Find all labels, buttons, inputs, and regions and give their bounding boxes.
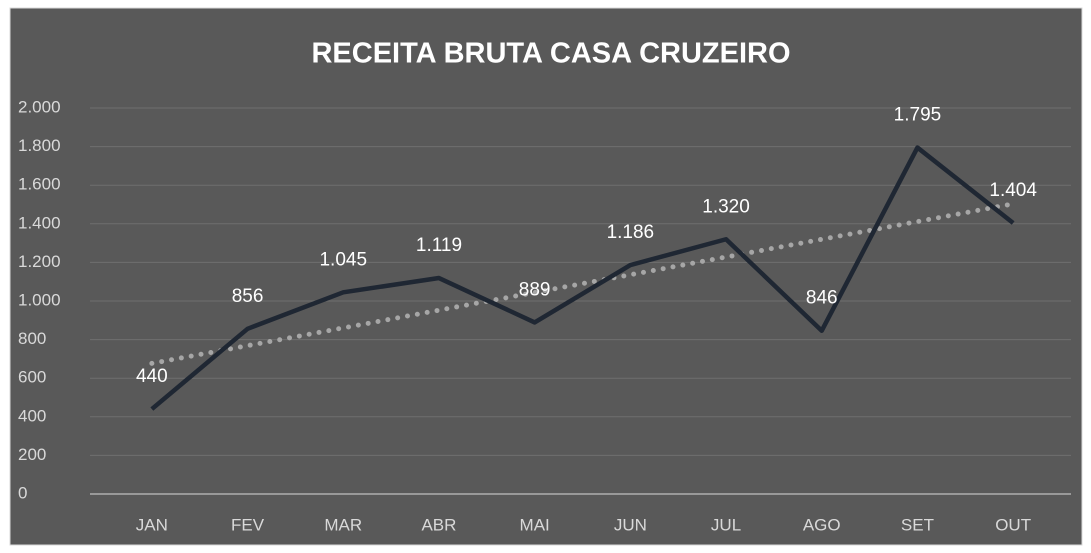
x-tick-label: JAN	[136, 515, 168, 534]
data-label: 1.119	[416, 235, 462, 256]
x-tick-label: JUL	[711, 515, 741, 534]
data-label: 1.186	[607, 222, 655, 243]
trend-line	[149, 201, 1016, 366]
data-line	[150, 145, 1015, 411]
x-tick-label: ABR	[421, 515, 456, 534]
y-tick-label: 1.000	[18, 290, 61, 309]
data-label: 856	[232, 286, 264, 307]
chart-title: RECEITA BRUTA CASA CRUZEIRO	[311, 38, 790, 70]
y-tick-label: 1.200	[18, 252, 61, 271]
x-tick-label: OUT	[995, 515, 1031, 534]
x-tick-label: FEV	[231, 515, 265, 534]
data-label: 846	[806, 288, 838, 309]
chart-area	[9, 7, 1083, 546]
y-tick-label: 800	[18, 329, 46, 348]
y-tick-label: 200	[18, 445, 46, 464]
x-tick-label: JUN	[614, 515, 647, 534]
x-tick-label: MAR	[324, 515, 362, 534]
y-tick-label: 2.000	[18, 97, 61, 116]
x-tick-label: MAI	[520, 515, 550, 534]
y-tick-label: 400	[18, 406, 46, 425]
data-label: 440	[136, 366, 168, 387]
data-label: 1.795	[894, 105, 942, 126]
y-tick-label: 0	[18, 483, 27, 502]
y-tick-label: 1.400	[18, 213, 61, 232]
x-tick-label: AGO	[803, 515, 841, 534]
y-tick-label: 1.600	[18, 175, 61, 194]
data-label: 1.404	[989, 180, 1037, 201]
y-tick-label: 600	[18, 368, 46, 387]
y-tick-label: 1.800	[18, 136, 61, 155]
x-tick-label: SET	[901, 515, 934, 534]
data-label: 889	[519, 279, 551, 300]
data-label: 1.320	[702, 196, 750, 217]
data-label: 1.045	[319, 249, 367, 270]
